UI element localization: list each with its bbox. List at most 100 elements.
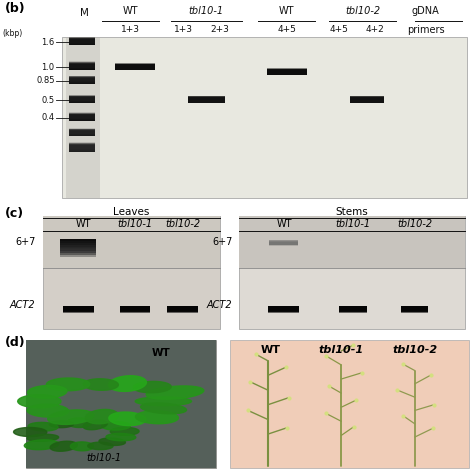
- Polygon shape: [27, 385, 67, 398]
- Bar: [69, 76, 95, 81]
- Text: 4+5: 4+5: [277, 25, 296, 34]
- Bar: [61, 246, 96, 255]
- Bar: [69, 76, 95, 81]
- Bar: [69, 95, 95, 100]
- Bar: [69, 63, 95, 68]
- Bar: [115, 63, 155, 68]
- Text: tbl10-2: tbl10-2: [392, 346, 438, 356]
- Bar: [69, 129, 95, 135]
- Bar: [69, 77, 95, 82]
- Bar: [239, 217, 465, 268]
- Bar: [69, 37, 95, 43]
- Text: tbl10-1: tbl10-1: [319, 346, 364, 356]
- Bar: [119, 307, 150, 312]
- Bar: [188, 98, 225, 103]
- Bar: [69, 129, 95, 134]
- Text: WT: WT: [279, 6, 294, 16]
- Bar: [26, 340, 216, 468]
- Bar: [69, 78, 95, 82]
- Bar: [269, 240, 298, 245]
- Bar: [266, 69, 307, 74]
- Bar: [69, 36, 95, 43]
- Bar: [69, 64, 95, 70]
- Bar: [401, 307, 428, 312]
- Bar: [69, 79, 95, 83]
- Bar: [69, 96, 95, 101]
- Bar: [167, 307, 198, 312]
- Polygon shape: [50, 441, 77, 451]
- Polygon shape: [14, 428, 47, 437]
- Polygon shape: [48, 410, 94, 424]
- Bar: [350, 97, 384, 103]
- Polygon shape: [109, 412, 146, 426]
- Bar: [69, 113, 95, 118]
- Bar: [167, 306, 198, 311]
- Bar: [69, 76, 95, 82]
- Bar: [69, 97, 95, 103]
- Text: (d): (d): [5, 336, 26, 348]
- Text: WT: WT: [152, 348, 171, 358]
- Text: ACT2: ACT2: [10, 300, 36, 310]
- Bar: [69, 64, 95, 70]
- Text: primers: primers: [407, 25, 445, 35]
- Text: ACT2: ACT2: [207, 300, 232, 310]
- Polygon shape: [27, 404, 69, 417]
- Text: 4+2: 4+2: [365, 25, 384, 34]
- Polygon shape: [27, 434, 59, 441]
- Bar: [69, 128, 95, 133]
- Text: 6+7: 6+7: [212, 237, 232, 247]
- Bar: [69, 62, 95, 68]
- Polygon shape: [136, 411, 179, 424]
- Text: 1+3: 1+3: [121, 25, 140, 34]
- Bar: [43, 217, 220, 329]
- Text: tbl10-2: tbl10-2: [165, 219, 200, 229]
- Bar: [69, 97, 95, 102]
- Text: tbl10-1: tbl10-1: [336, 219, 371, 229]
- Polygon shape: [70, 442, 94, 451]
- Polygon shape: [18, 395, 61, 408]
- Bar: [188, 97, 225, 102]
- Bar: [69, 96, 95, 101]
- Text: 0.85: 0.85: [36, 76, 55, 85]
- Polygon shape: [83, 379, 118, 390]
- Bar: [69, 114, 95, 119]
- Bar: [119, 307, 150, 312]
- Bar: [115, 64, 155, 70]
- Bar: [69, 38, 95, 44]
- Bar: [69, 145, 95, 151]
- Bar: [339, 308, 367, 313]
- Bar: [339, 307, 367, 312]
- Bar: [269, 242, 298, 246]
- Bar: [269, 241, 298, 245]
- Bar: [69, 131, 95, 136]
- Bar: [69, 113, 95, 118]
- Polygon shape: [135, 397, 191, 406]
- Bar: [350, 96, 384, 101]
- Text: 1+3: 1+3: [174, 25, 193, 34]
- Text: 1.6: 1.6: [41, 38, 55, 47]
- Bar: [115, 64, 155, 69]
- Bar: [69, 143, 95, 149]
- Polygon shape: [101, 421, 130, 430]
- Polygon shape: [49, 420, 73, 428]
- Bar: [401, 307, 428, 312]
- Bar: [69, 145, 95, 151]
- Polygon shape: [28, 422, 58, 431]
- Text: tbl10-2: tbl10-2: [345, 6, 380, 16]
- Bar: [63, 307, 94, 312]
- Text: 0.4: 0.4: [41, 113, 55, 122]
- Bar: [66, 37, 100, 198]
- Bar: [188, 97, 225, 103]
- Bar: [69, 40, 95, 46]
- Polygon shape: [133, 382, 171, 393]
- Bar: [69, 114, 95, 119]
- Text: WT: WT: [75, 219, 91, 229]
- Text: WT: WT: [260, 346, 280, 356]
- Bar: [69, 63, 95, 69]
- Bar: [61, 243, 96, 251]
- Bar: [339, 307, 367, 312]
- Bar: [69, 39, 95, 45]
- Bar: [69, 62, 95, 67]
- Bar: [69, 144, 95, 150]
- Bar: [350, 97, 384, 102]
